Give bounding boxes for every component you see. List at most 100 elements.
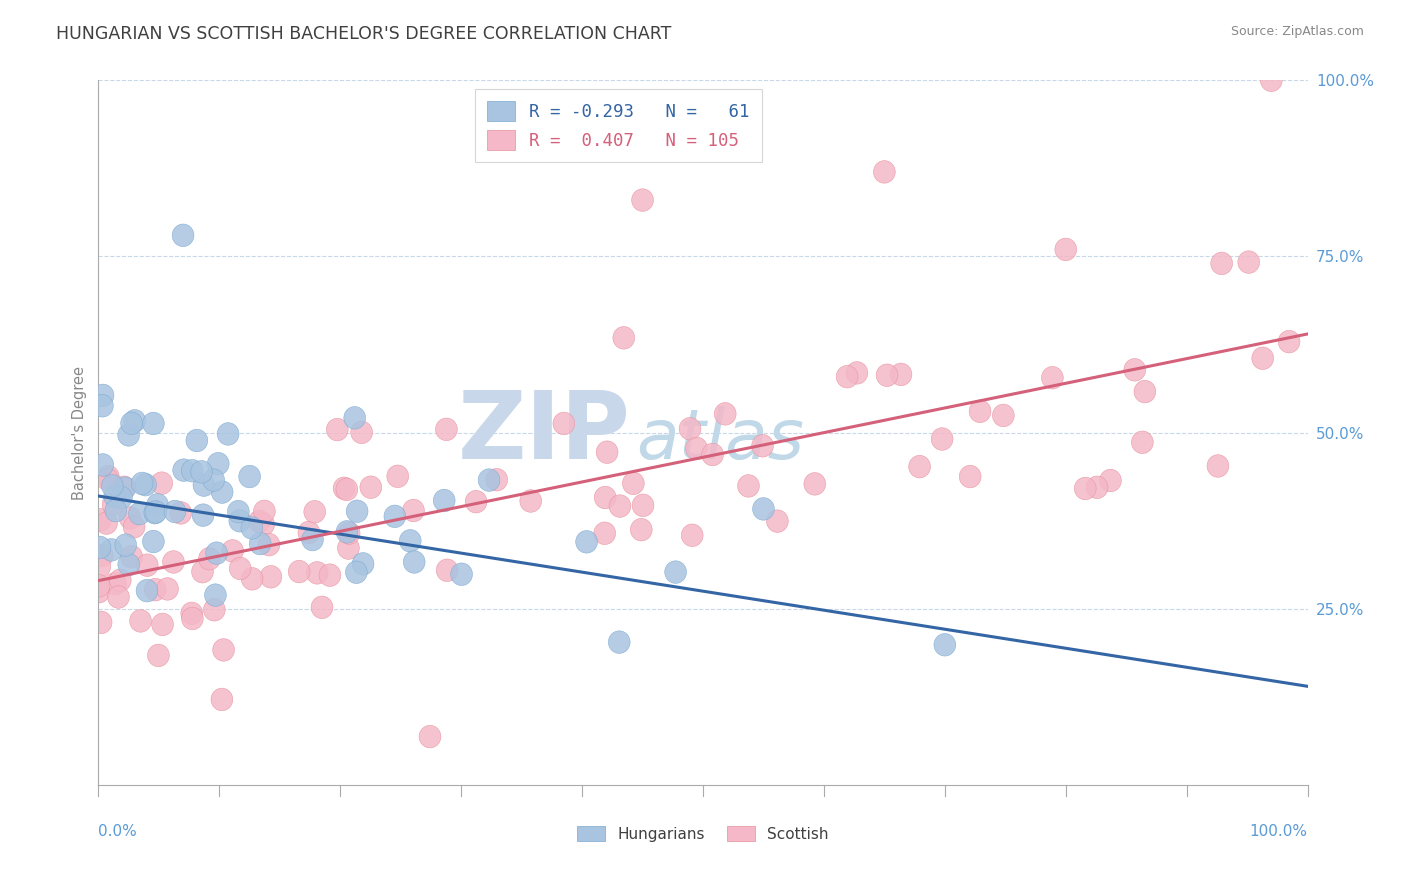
Ellipse shape [118,424,139,446]
Ellipse shape [97,468,118,491]
Ellipse shape [326,418,349,441]
Ellipse shape [253,513,274,536]
Ellipse shape [1278,330,1301,353]
Ellipse shape [229,509,250,532]
Ellipse shape [486,468,508,491]
Ellipse shape [752,434,773,457]
Ellipse shape [553,412,575,434]
Ellipse shape [136,580,157,602]
Ellipse shape [205,541,228,565]
Ellipse shape [181,459,202,482]
Ellipse shape [307,562,328,584]
Ellipse shape [91,394,114,417]
Ellipse shape [202,469,225,491]
Ellipse shape [593,522,616,544]
Ellipse shape [837,366,858,388]
Ellipse shape [1206,455,1229,477]
Text: Source: ZipAtlas.com: Source: ZipAtlas.com [1230,25,1364,38]
Ellipse shape [1087,476,1108,499]
Ellipse shape [91,454,114,476]
Ellipse shape [142,530,165,553]
Ellipse shape [1099,469,1122,491]
Ellipse shape [319,564,340,586]
Ellipse shape [204,599,225,621]
Ellipse shape [101,475,124,497]
Ellipse shape [575,531,598,553]
Ellipse shape [163,550,184,574]
Ellipse shape [156,578,179,600]
Ellipse shape [436,559,458,582]
Ellipse shape [702,443,724,466]
Ellipse shape [665,561,686,583]
Ellipse shape [738,475,759,497]
Ellipse shape [260,566,281,588]
Ellipse shape [142,412,165,434]
Ellipse shape [419,725,441,747]
Text: 0.0%: 0.0% [98,824,138,838]
Ellipse shape [111,486,132,508]
Ellipse shape [97,466,120,488]
Ellipse shape [609,631,630,654]
Ellipse shape [193,474,215,496]
Ellipse shape [191,460,212,483]
Ellipse shape [89,574,110,597]
Ellipse shape [630,518,652,541]
Ellipse shape [124,516,145,538]
Ellipse shape [96,512,118,534]
Ellipse shape [211,481,233,503]
Ellipse shape [288,560,311,582]
Ellipse shape [1132,431,1153,453]
Ellipse shape [333,477,354,500]
Ellipse shape [121,545,142,568]
Ellipse shape [969,400,991,423]
Ellipse shape [124,409,146,432]
Ellipse shape [148,644,169,666]
Ellipse shape [191,560,214,583]
Ellipse shape [89,536,111,558]
Ellipse shape [100,539,122,561]
Ellipse shape [108,586,129,608]
Ellipse shape [360,476,381,499]
Ellipse shape [1260,69,1282,92]
Text: atlas: atlas [637,406,804,473]
Ellipse shape [520,490,541,512]
Ellipse shape [595,486,616,508]
Ellipse shape [344,407,366,429]
Text: ZIP: ZIP [457,386,630,479]
Ellipse shape [931,428,953,450]
Ellipse shape [207,452,229,475]
Ellipse shape [873,161,896,183]
Ellipse shape [91,544,112,567]
Ellipse shape [609,495,631,517]
Ellipse shape [172,224,194,246]
Ellipse shape [114,476,135,499]
Ellipse shape [240,516,263,539]
Ellipse shape [222,540,243,562]
Ellipse shape [121,412,142,434]
Ellipse shape [352,552,374,575]
Ellipse shape [1237,251,1260,273]
Ellipse shape [114,477,136,500]
Text: HUNGARIAN VS SCOTTISH BACHELOR'S DEGREE CORRELATION CHART: HUNGARIAN VS SCOTTISH BACHELOR'S DEGREE … [56,25,672,43]
Ellipse shape [804,473,825,495]
Ellipse shape [384,505,406,527]
Ellipse shape [152,613,173,636]
Ellipse shape [336,478,357,500]
Ellipse shape [1054,238,1077,260]
Ellipse shape [93,384,114,407]
Ellipse shape [623,472,644,495]
Ellipse shape [249,510,270,533]
Ellipse shape [298,521,319,543]
Ellipse shape [451,563,472,585]
Ellipse shape [613,326,634,349]
Ellipse shape [198,548,221,570]
Ellipse shape [259,533,280,556]
Legend: R = -0.293   N =   61, R =  0.407   N = 105: R = -0.293 N = 61, R = 0.407 N = 105 [475,89,762,162]
Ellipse shape [131,472,153,495]
Ellipse shape [433,489,456,512]
Ellipse shape [959,466,981,488]
Ellipse shape [204,584,226,607]
Ellipse shape [346,500,368,523]
Ellipse shape [682,524,703,547]
Ellipse shape [211,688,233,711]
